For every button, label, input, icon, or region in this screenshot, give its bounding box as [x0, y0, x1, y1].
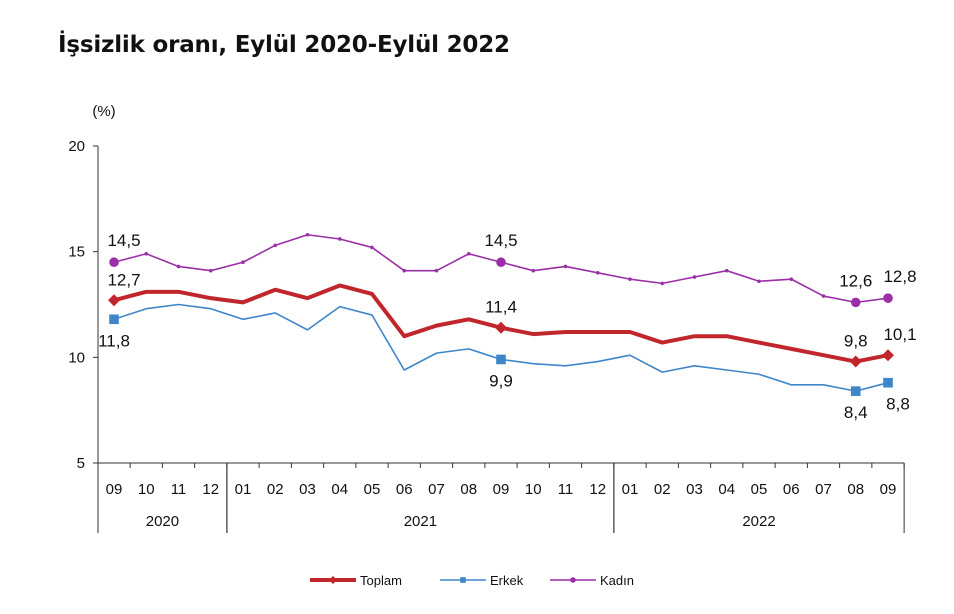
- data-label-toplam: 10,1: [883, 325, 916, 344]
- data-point-kadin: [883, 293, 893, 303]
- legend-marker-kadin: [570, 577, 576, 583]
- data-point-kadin: [402, 268, 407, 273]
- series-layer: [108, 232, 894, 396]
- data-label-erkek: 11,8: [98, 331, 130, 350]
- data-point-toplam: [108, 294, 120, 307]
- axes: 5 10 15 20 09 10 11 12 01 02 03 04 05 06 07 08 09 10 11 12 0…: [68, 138, 905, 533]
- x-tick-label: 08: [847, 481, 864, 498]
- x-tick-label: 06: [783, 481, 800, 498]
- data-point-kadin: [628, 277, 632, 281]
- x-tick-label: 04: [718, 481, 735, 498]
- x-tick-label: 10: [138, 481, 155, 498]
- data-point-kadin: [305, 232, 310, 237]
- x-tick-label: 09: [880, 481, 897, 498]
- x-tick-label: 11: [171, 481, 187, 498]
- y-tick-label: 15: [68, 244, 85, 261]
- legend-label-toplam: Toplam: [360, 573, 402, 588]
- x-tick-label: 06: [396, 481, 413, 498]
- data-point-kadin: [466, 251, 471, 256]
- series-erkek: [109, 303, 893, 396]
- x-tick-label: 05: [364, 481, 381, 498]
- x-tick-label: 09: [493, 481, 510, 498]
- data-point-kadin: [176, 264, 181, 269]
- year-label: 2021: [404, 513, 437, 530]
- data-point-kadin: [531, 268, 536, 273]
- x-tick-label: 12: [589, 481, 606, 498]
- data-label-kadin: 14,5: [107, 231, 140, 250]
- legend-marker-toplam: [329, 576, 337, 584]
- x-tick-label: 07: [815, 481, 832, 498]
- data-point-kadin: [821, 294, 826, 298]
- data-point-kadin: [241, 260, 245, 265]
- x-tick-label: 05: [751, 481, 768, 498]
- data-point-erkek: [496, 354, 506, 365]
- data-point-erkek: [850, 386, 861, 396]
- x-tick-label: 03: [299, 481, 316, 498]
- chart-title: İşsizlik oranı, Eylül 2020-Eylül 2022: [58, 32, 510, 58]
- data-point-toplam: [882, 349, 894, 362]
- data-labels: 12,7 11,4 9,8 10,1 11,8 9,9 8,4 8,8 14,5 14,5 12,6…: [98, 231, 916, 422]
- data-label-erkek: 8,8: [886, 395, 910, 414]
- data-label-erkek: 9,9: [489, 371, 513, 390]
- x-tick-label: 08: [460, 481, 477, 498]
- legend-label-kadin: Kadın: [600, 573, 634, 588]
- data-point-kadin: [850, 297, 861, 308]
- data-label-kadin: 12,6: [839, 271, 872, 290]
- data-point-kadin: [595, 271, 600, 275]
- legend-item-erkek: Erkek: [440, 573, 524, 588]
- year-label: 2020: [146, 513, 179, 530]
- data-point-kadin: [109, 257, 119, 268]
- data-point-erkek: [883, 377, 893, 388]
- series-toplam: [108, 283, 894, 368]
- x-tick-label: 09: [106, 481, 123, 498]
- data-label-toplam: 11,4: [485, 298, 517, 317]
- x-tick-label: 02: [267, 481, 284, 498]
- data-point-kadin: [660, 281, 665, 286]
- x-tick-label: 02: [654, 481, 671, 498]
- data-label-toplam: 12,7: [107, 270, 140, 289]
- x-tick-label: 03: [686, 481, 703, 498]
- year-label: 2022: [742, 513, 775, 530]
- x-tick-label: 01: [235, 481, 252, 498]
- legend: Toplam Erkek Kadın: [310, 573, 634, 588]
- data-label-toplam: 9,8: [844, 332, 868, 351]
- legend-item-toplam: Toplam: [310, 573, 402, 588]
- data-point-toplam: [849, 355, 862, 368]
- x-tick-label: 10: [525, 481, 542, 498]
- data-point-toplam: [495, 321, 507, 334]
- data-label-kadin: 12,8: [883, 267, 916, 286]
- data-point-kadin: [692, 275, 697, 279]
- data-point-kadin: [757, 279, 761, 284]
- x-tick-label: 12: [202, 481, 219, 498]
- x-tick-label: 04: [331, 481, 348, 498]
- data-point-kadin: [370, 245, 374, 250]
- legend-marker-erkek: [460, 577, 466, 583]
- series-kadin: [109, 232, 893, 308]
- data-point-kadin: [563, 264, 568, 269]
- x-tick-label: 01: [622, 481, 639, 498]
- data-point-kadin: [144, 251, 149, 256]
- data-point-erkek: [109, 314, 119, 325]
- y-tick-label: 20: [68, 138, 85, 155]
- y-axis-unit-label: (%): [92, 103, 115, 120]
- data-point-kadin: [724, 268, 729, 273]
- x-tick-label: 11: [558, 481, 574, 498]
- y-tick-label: 5: [77, 455, 85, 472]
- legend-label-erkek: Erkek: [490, 573, 524, 588]
- data-point-kadin: [337, 237, 342, 241]
- x-tick-label: 07: [428, 481, 445, 498]
- legend-item-kadin: Kadın: [550, 573, 634, 588]
- data-label-erkek: 8,4: [844, 403, 868, 422]
- data-point-kadin: [208, 268, 213, 273]
- data-label-kadin: 14,5: [484, 231, 517, 250]
- data-point-kadin: [273, 243, 278, 248]
- data-point-kadin: [496, 257, 506, 268]
- data-point-kadin: [789, 277, 794, 281]
- data-point-kadin: [434, 268, 439, 273]
- y-tick-label: 10: [68, 349, 85, 366]
